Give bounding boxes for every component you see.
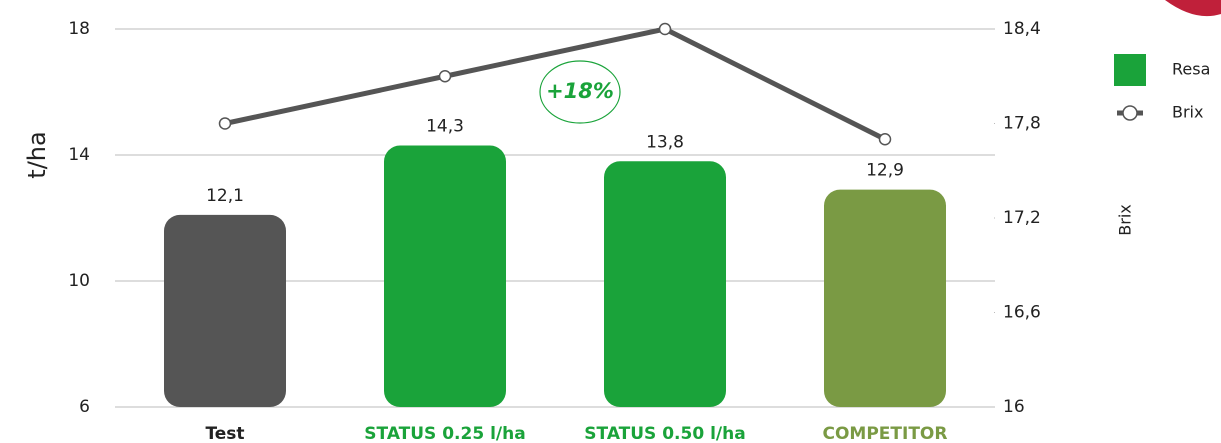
x-tick-label: COMPETITOR: [823, 424, 948, 443]
x-tick-label: STATUS 0.50 l/ha: [584, 424, 745, 443]
y2-tick-label: 16,6: [1003, 303, 1041, 323]
annotation-ellipse: [539, 60, 621, 124]
point: [878, 133, 892, 146]
y2-tick-label: 18,4: [1003, 19, 1041, 39]
y2-axis-title: Brix: [1116, 204, 1135, 235]
value-label: 12,9: [866, 161, 904, 181]
y-tick-label: 14: [68, 145, 90, 165]
decoration: [1165, 0, 1221, 17]
bar: [824, 189, 946, 407]
legend-label: Brix: [1172, 103, 1203, 122]
bar: [384, 145, 506, 408]
legend-swatch: [1114, 54, 1146, 86]
y-tick-label: 6: [79, 397, 90, 417]
y-axis-title: t/ha: [23, 131, 51, 178]
y-tick-label: 18: [68, 19, 90, 39]
x-tick-label: Test: [205, 424, 244, 443]
line: [224, 26, 887, 142]
point: [218, 117, 232, 130]
value-label: 13,8: [646, 132, 684, 152]
annotation: +18%: [546, 79, 614, 103]
point: [438, 70, 452, 83]
legend-label: Resa: [1172, 60, 1210, 79]
y2-tick-label: 17,8: [1003, 114, 1041, 134]
value-label: 14,3: [426, 117, 464, 137]
y2-tick-label: 17,2: [1003, 208, 1041, 228]
x-tick-label: STATUS 0.25 l/ha: [364, 424, 525, 443]
value-label: 12,1: [206, 186, 244, 206]
point: [658, 22, 672, 36]
y-tick-label: 10: [68, 271, 90, 291]
bar: [164, 214, 286, 407]
bar: [604, 161, 726, 407]
legend-marker: [1122, 105, 1138, 121]
y2-tick-label: 16: [1003, 397, 1025, 417]
